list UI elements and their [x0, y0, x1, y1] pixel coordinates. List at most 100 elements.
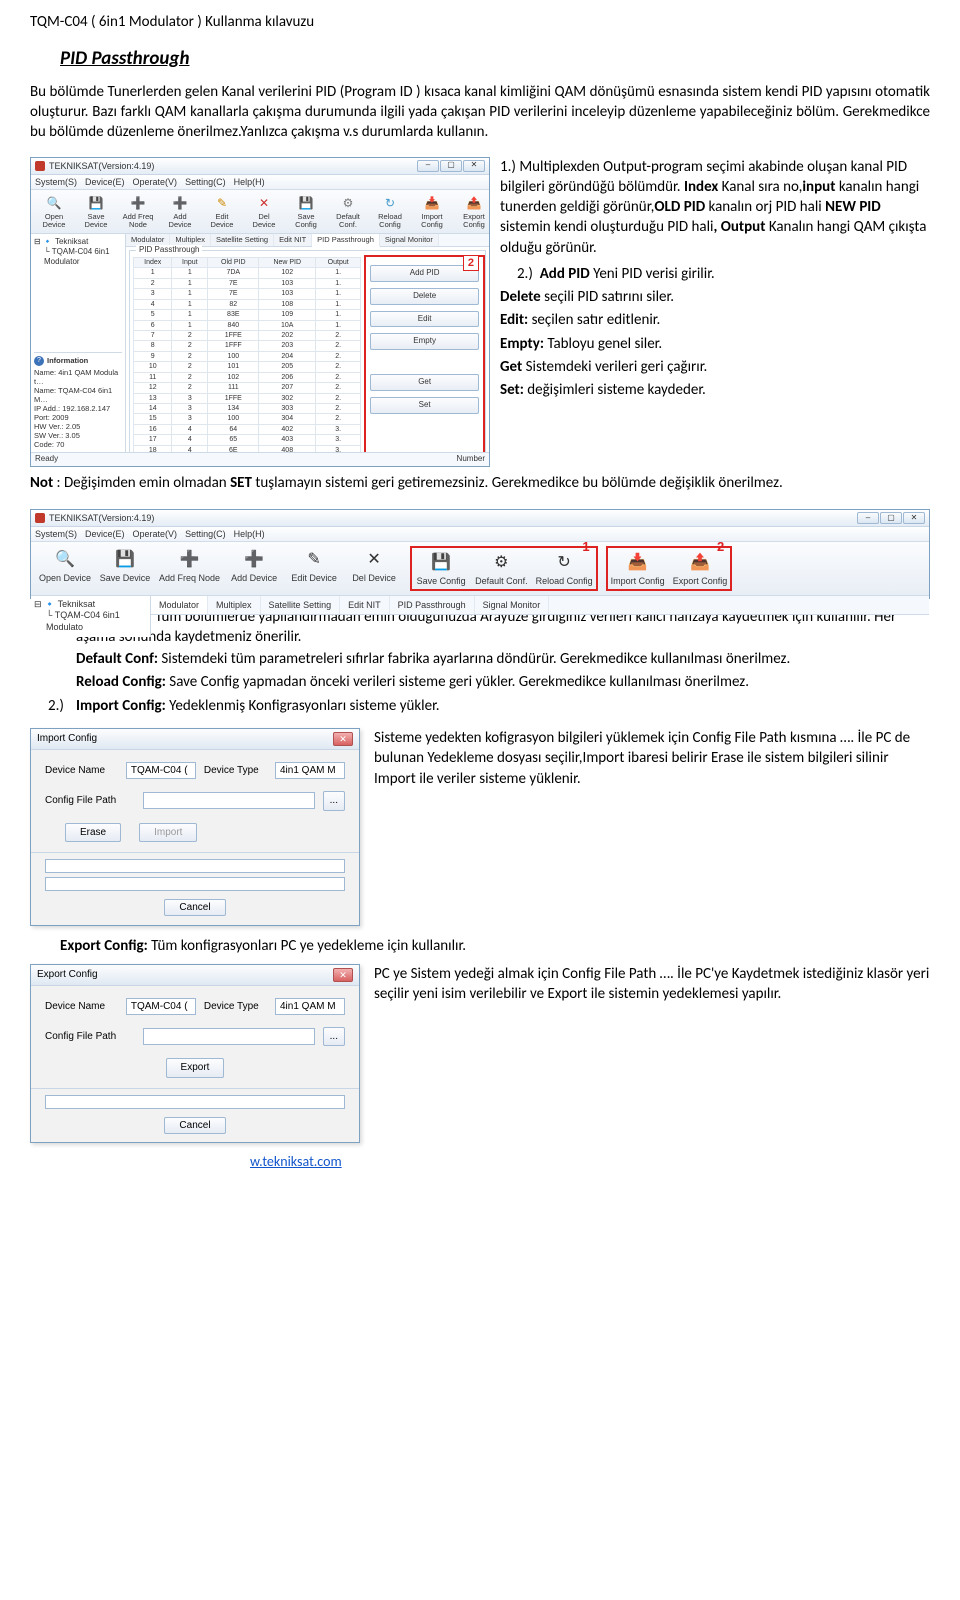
toolbar-button[interactable]: 📤Export Config	[455, 193, 493, 230]
tab[interactable]: Signal Monitor	[475, 596, 550, 614]
toolbar-icon: ⚙	[339, 194, 357, 212]
table-row[interactable]: 117DA1021.	[134, 268, 361, 278]
export-config-dialog: Export Config ✕ Device Name TQAM-C04 ( D…	[30, 964, 360, 1144]
erase-button[interactable]: Erase	[65, 823, 121, 843]
toolbar-button[interactable]: ➕Add Device	[226, 546, 282, 590]
device-tree[interactable]: ⊟ 🔹 Tekniksat └ TQAM-C04 6in1 Modulator	[34, 237, 122, 352]
pid-table[interactable]: IndexInputOld PIDNew PIDOutput 117DA1021…	[133, 257, 361, 452]
table-row[interactable]: 1021012052.	[134, 362, 361, 372]
table-row[interactable]: 41821081.	[134, 299, 361, 309]
toolbar-button[interactable]: 🔍Open Device	[37, 546, 93, 590]
toolbar-icon: ↻	[551, 550, 577, 576]
menu-item[interactable]: Operate(V)	[133, 176, 178, 188]
toolbar-button[interactable]: 💾Save Device	[97, 546, 153, 590]
toolbar-button[interactable]: ⚙Default Conf.	[473, 549, 530, 587]
toolbar-button[interactable]: ✎Edit Device	[203, 193, 241, 230]
callout-2: 2	[463, 255, 479, 271]
callout-1-num: 1	[582, 538, 589, 556]
tab[interactable]: Satellite Setting	[211, 234, 274, 246]
maximize-button[interactable]: ▢	[880, 512, 902, 524]
empty-button[interactable]: Empty	[370, 333, 479, 350]
cancel-button[interactable]: Cancel	[164, 1117, 225, 1134]
toolbar-label: Export Config	[673, 577, 728, 586]
toolbar-button[interactable]: ➕Add Freq Node	[119, 193, 157, 230]
device-type-field[interactable]: 4in1 QAM M	[275, 762, 345, 779]
toolbar-button[interactable]: ✎Edit Device	[286, 546, 342, 590]
toolbar-icon: ↻	[381, 194, 399, 212]
menu-item[interactable]: Operate(V)	[133, 528, 178, 540]
device-type-field[interactable]: 4in1 QAM M	[275, 998, 345, 1015]
toolbar-button[interactable]: ↻Reload Config	[371, 193, 409, 230]
toolbar-button[interactable]: 📥Import Config	[413, 193, 451, 230]
toolbar-button[interactable]: 💾Save Device	[77, 193, 115, 230]
maximize-button[interactable]: ▢	[440, 160, 462, 172]
table-row[interactable]: 6184010A1.	[134, 320, 361, 330]
table-row[interactable]: 217E1031.	[134, 278, 361, 288]
config-path-field[interactable]	[143, 792, 315, 809]
table-row[interactable]: 1531003042.	[134, 414, 361, 424]
pid-table-wrap: IndexInputOld PIDNew PIDOutput 117DA1021…	[130, 251, 364, 452]
browse-button[interactable]: ...	[323, 1027, 345, 1047]
table-row[interactable]: 721FFE2022.	[134, 330, 361, 340]
toolbar-button[interactable]: 💾Save Config	[287, 193, 325, 230]
close-icon[interactable]: ✕	[333, 968, 353, 982]
tree-root[interactable]: ⊟ 🔹 Tekniksat	[34, 237, 122, 247]
toolbar-button[interactable]: 💾Save Config	[413, 549, 469, 587]
menu-item[interactable]: Device(E)	[85, 528, 125, 540]
export-button[interactable]: Export	[166, 1058, 225, 1078]
table-row[interactable]: 921002042.	[134, 351, 361, 361]
tab[interactable]: Edit NIT	[274, 234, 312, 246]
table-row[interactable]: 317E1031.	[134, 289, 361, 299]
tab[interactable]: PID Passthrough	[312, 234, 380, 247]
config-path-field[interactable]	[143, 1028, 315, 1045]
tree-pane-2[interactable]: ⊟ 🔹 Tekniksat └ TQAM-C04 6in1 Modulato	[31, 596, 151, 637]
toolbar-button[interactable]: ➕Add Device	[161, 193, 199, 230]
menu-item[interactable]: Setting(C)	[185, 528, 226, 540]
toolbar-button[interactable]: ✕Del Device	[245, 193, 283, 230]
tab[interactable]: Edit NIT	[340, 596, 390, 614]
menu-item[interactable]: System(S)	[35, 176, 77, 188]
menu-item[interactable]: System(S)	[35, 528, 77, 540]
table-row[interactable]: 1331FFE3022.	[134, 393, 361, 403]
cancel-button[interactable]: Cancel	[164, 899, 225, 916]
close-icon[interactable]: ✕	[333, 732, 353, 746]
table-row[interactable]: 1846E4083.	[134, 445, 361, 452]
menu-item[interactable]: Help(H)	[234, 176, 265, 188]
device-name-field[interactable]: TQAM-C04 (	[126, 762, 196, 779]
minimize-button[interactable]: –	[857, 512, 879, 524]
table-row[interactable]: 5183E1091.	[134, 310, 361, 320]
tab[interactable]: PID Passthrough	[390, 596, 475, 614]
toolbar-button[interactable]: 📥Import Config	[609, 549, 667, 587]
menu-item[interactable]: Help(H)	[234, 528, 265, 540]
toolbar-button[interactable]: ⚙Default Conf.	[329, 193, 367, 230]
tab[interactable]: Modulator	[151, 596, 208, 614]
toolbar-button[interactable]: ✕Del Device	[346, 546, 402, 590]
tree-item[interactable]: └ TQAM-C04 6in1 Modulator	[34, 247, 122, 268]
close-button[interactable]: ✕	[463, 160, 485, 172]
table-row[interactable]: 1221112072.	[134, 383, 361, 393]
get-button[interactable]: Get	[370, 374, 479, 391]
browse-button[interactable]: ...	[323, 791, 345, 811]
table-row[interactable]: 164644023.	[134, 424, 361, 434]
menu-item[interactable]: Device(E)	[85, 176, 125, 188]
table-row[interactable]: 1431343032.	[134, 404, 361, 414]
titlebar: TEKNIKSAT(Version:4.19) – ▢ ✕	[31, 158, 489, 175]
window-controls: – ▢ ✕	[417, 160, 485, 172]
table-row[interactable]: 174654033.	[134, 435, 361, 445]
table-row[interactable]: 821FFF2032.	[134, 341, 361, 351]
close-button[interactable]: ✕	[903, 512, 925, 524]
toolbar-button[interactable]: ➕Add Freq Node	[157, 546, 222, 590]
tab[interactable]: Satellite Setting	[261, 596, 341, 614]
table-row[interactable]: 1121022062.	[134, 372, 361, 382]
minimize-button[interactable]: –	[417, 160, 439, 172]
delete-button[interactable]: Delete	[370, 288, 479, 305]
device-name-field[interactable]: TQAM-C04 (	[126, 998, 196, 1015]
menu-item[interactable]: Setting(C)	[185, 176, 226, 188]
edit-button[interactable]: Edit	[370, 311, 479, 328]
toolbar-button[interactable]: 🔍Open Device	[35, 193, 73, 230]
footer-link[interactable]: w.tekniksat.com	[250, 1153, 930, 1172]
tab[interactable]: Signal Monitor	[380, 234, 439, 246]
set-button[interactable]: Set	[370, 397, 479, 414]
import-button[interactable]: Import	[139, 823, 197, 843]
tab[interactable]: Multiplex	[208, 596, 261, 614]
